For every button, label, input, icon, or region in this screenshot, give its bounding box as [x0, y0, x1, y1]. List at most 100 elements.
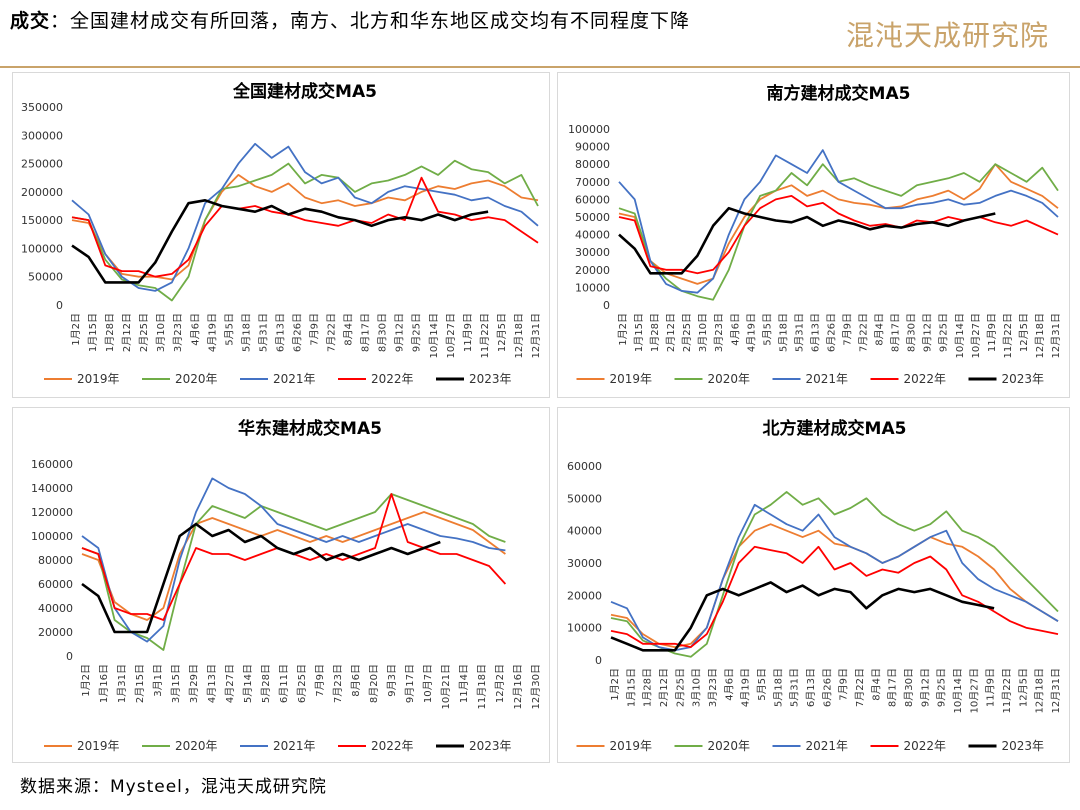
y-tick-label: 20000 [575, 264, 610, 277]
header-rule [0, 66, 1080, 68]
x-tick-label: 7月22日 [858, 313, 870, 352]
y-tick-label: 0 [595, 654, 602, 667]
x-tick-label: 5月5日 [223, 313, 235, 346]
x-tick-label: 1月31日 [116, 664, 128, 703]
chart-panel-national: 全国建材成交MA5 0 50000 100000 150000 200000 250000 3… [12, 72, 550, 398]
y-tick-label: 200000 [21, 186, 63, 199]
x-tick-label: 8月20日 [368, 664, 380, 703]
x-tick-label: 7月9日 [314, 664, 326, 697]
x-tick-label: 12月5日 [496, 313, 508, 352]
y-tick-label: 90000 [575, 141, 610, 154]
legend-label: 2020年 [708, 372, 751, 386]
x-tick-label: 1月2日 [70, 313, 82, 346]
series-line [618, 195, 1059, 275]
x-tick-label: 5月31日 [257, 313, 269, 352]
y-tick-label: 30000 [567, 557, 602, 570]
y-tick-label: 30000 [575, 246, 610, 259]
x-tick-label: 5月18日 [240, 313, 252, 352]
x-tick-label: 2月25日 [681, 313, 693, 352]
y-tick-label: 120000 [31, 506, 73, 519]
x-tick-label: 7月9日 [842, 313, 854, 346]
x-tick-label: 8月30日 [906, 313, 918, 352]
x-tick-label: 11月4日 [458, 664, 470, 703]
x-tick-label: 12月31日 [530, 313, 542, 358]
x-tick-label: 10月27日 [968, 668, 980, 713]
x-tick-label: 2月25日 [674, 668, 686, 707]
x-tick-label: 4月6日 [723, 668, 735, 701]
x-tick-label: 1月2日 [617, 313, 629, 346]
x-tick-label: 12月30日 [530, 664, 542, 709]
y-tick-label: 20000 [38, 626, 73, 639]
series-line [71, 199, 489, 284]
x-tick-label: 8月30日 [903, 668, 915, 707]
x-tick-label: 1月28日 [649, 313, 661, 352]
x-tick-label: 10月14日 [954, 313, 966, 358]
x-tick-label: 3月10日 [697, 313, 709, 352]
legend-label: 2021年 [273, 372, 316, 386]
x-tick-label: 4月19日 [745, 313, 757, 352]
x-tick-label: 1月28日 [642, 668, 654, 707]
series-line [71, 176, 539, 278]
series-line [618, 149, 1059, 294]
y-tick-label: 10000 [567, 622, 602, 635]
chart-panel-south: 南方建材成交MA5 0 10000 20000 30000 40000 50000 60000… [557, 72, 1070, 398]
series-line [71, 174, 539, 281]
y-tick-label: 10000 [575, 281, 610, 294]
y-tick-label: 100000 [21, 242, 63, 255]
y-tick-label: 80000 [38, 554, 73, 567]
x-tick-label: 10月21日 [440, 664, 452, 709]
x-tick-label: 8月30日 [377, 313, 389, 352]
legend-label: 2019年 [610, 739, 653, 753]
x-tick-label: 6月26日 [291, 313, 303, 352]
x-tick-label: 1月28日 [104, 313, 116, 352]
x-tick-label: 4月13日 [206, 664, 218, 703]
y-tick-label: 150000 [21, 214, 63, 227]
series-line [618, 163, 1059, 285]
x-tick-label: 12月2日 [494, 664, 506, 703]
y-tick-label: 40000 [567, 525, 602, 538]
x-tick-label: 8月17日 [360, 313, 372, 352]
series-line [81, 493, 506, 651]
y-tick-label: 0 [66, 650, 73, 663]
series-line [610, 491, 1059, 658]
series-line [71, 159, 539, 302]
x-tick-label: 6月11日 [278, 664, 290, 703]
x-tick-label: 6月25日 [296, 664, 308, 703]
y-tick-label: 70000 [575, 176, 610, 189]
x-tick-label: 10月27日 [970, 313, 982, 358]
y-tick-label: 160000 [31, 458, 73, 471]
legend-label: 2020年 [175, 739, 218, 753]
y-tick-label: 40000 [575, 229, 610, 242]
x-tick-label: 8月4日 [343, 313, 355, 346]
legend-label: 2020年 [175, 372, 218, 386]
x-tick-label: 11月22日 [1002, 313, 1014, 358]
x-tick-label: 7月22日 [854, 668, 866, 707]
x-tick-label: 3月15日 [170, 664, 182, 703]
x-tick-label: 12月18日 [513, 313, 525, 358]
legend-label: 2023年 [1002, 372, 1045, 386]
report-header: 成交：全国建材成交有所回落，南方、北方和华东地区成交均有不同程度下降 混沌天成研… [0, 0, 1080, 66]
x-tick-label: 7月9日 [309, 313, 321, 346]
x-tick-label: 1月2日 [80, 664, 92, 697]
x-tick-label: 4月6日 [729, 313, 741, 346]
data-source: 数据来源：Mysteel，混沌天成研究院 [20, 777, 327, 797]
y-tick-label: 100000 [568, 123, 610, 136]
x-tick-label: 9月12日 [394, 313, 406, 352]
x-tick-label: 3月23日 [713, 313, 725, 352]
x-tick-label: 1月16日 [98, 664, 110, 703]
x-tick-label: 9月25日 [936, 668, 948, 707]
x-tick-label: 10月7日 [422, 664, 434, 703]
headline-bold: 成交 [10, 10, 51, 32]
x-tick-label: 4月6日 [189, 313, 201, 346]
x-tick-label: 8月17日 [890, 313, 902, 352]
x-tick-label: 3月23日 [707, 668, 719, 707]
y-tick-label: 50000 [28, 271, 63, 284]
legend-label: 2023年 [469, 372, 512, 386]
y-tick-label: 100000 [31, 530, 73, 543]
x-tick-label: 1月15日 [625, 668, 637, 707]
x-tick-label: 3月29日 [188, 664, 200, 703]
y-tick-label: 60000 [575, 193, 610, 206]
x-tick-label: 8月4日 [870, 668, 882, 701]
y-tick-label: 60000 [38, 578, 73, 591]
x-tick-label: 7月22日 [326, 313, 338, 352]
